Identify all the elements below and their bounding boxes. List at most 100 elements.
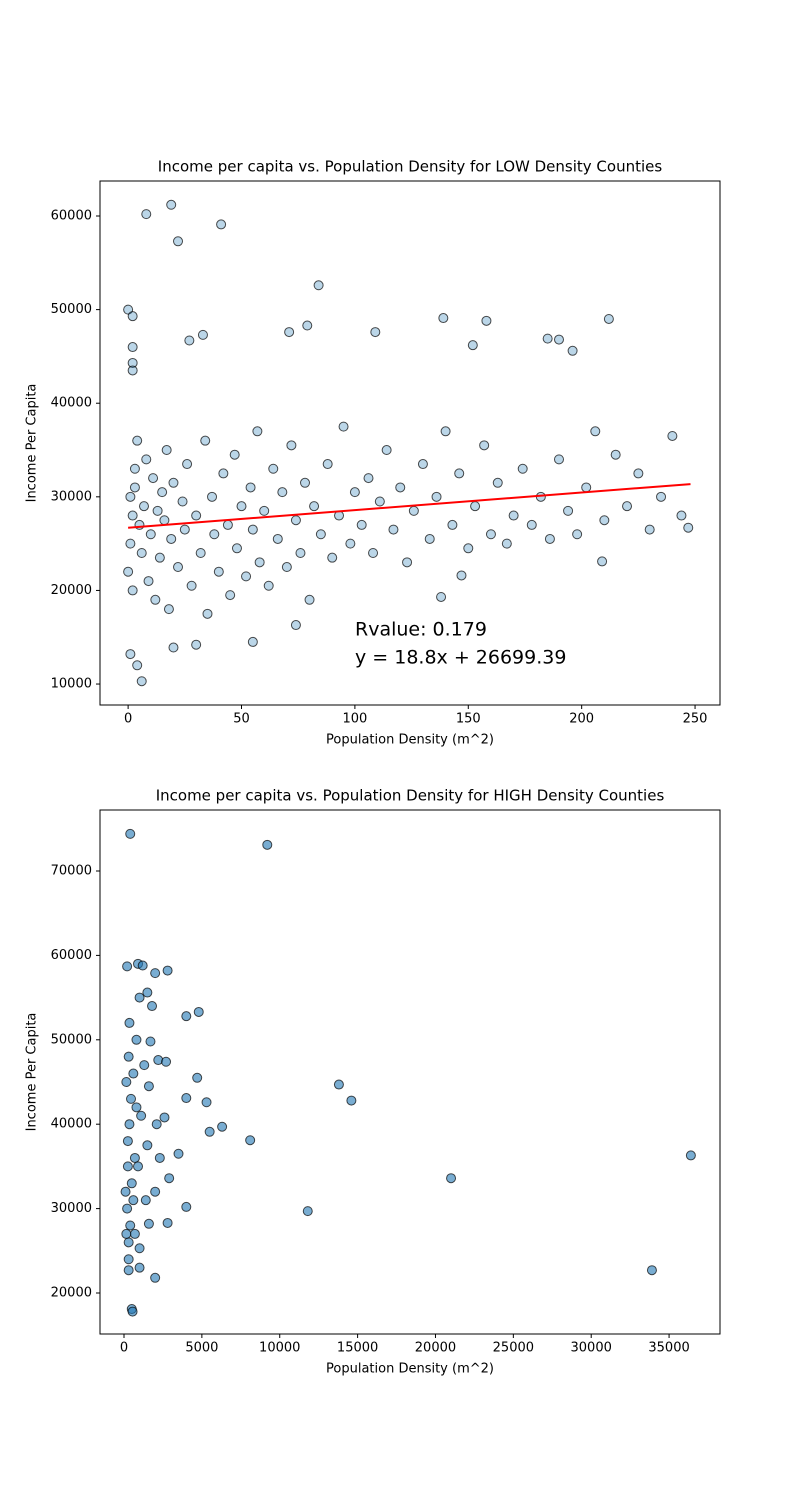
scatter-point <box>216 219 227 230</box>
x-tick-label: 0 <box>124 712 132 727</box>
scatter-point <box>202 608 213 619</box>
y-tick-label: 20000 <box>51 583 92 598</box>
y-tick-label: 60000 <box>51 948 92 963</box>
scatter-point <box>417 459 428 470</box>
x-tick-label: 100 <box>342 712 367 727</box>
scatter-point <box>356 519 367 530</box>
scatter-point <box>163 604 174 615</box>
scatter-point <box>179 524 190 535</box>
scatter-point <box>125 538 136 549</box>
y-axis-label: Income Per Capita <box>25 384 40 503</box>
scatter-point <box>218 468 229 479</box>
scatter-point <box>363 473 374 484</box>
scatter-point <box>481 315 492 326</box>
scatter-point <box>304 594 315 605</box>
scatter-point <box>368 547 379 558</box>
scatter-point <box>229 449 240 460</box>
scatter-point <box>381 445 392 456</box>
scatter-point <box>327 552 338 563</box>
scatter-point <box>181 1201 192 1212</box>
scatter-point <box>131 1034 142 1045</box>
scatter-point <box>277 487 288 498</box>
scatter-point <box>143 1081 154 1092</box>
scatter-point <box>268 463 279 474</box>
scatter-point <box>122 1136 133 1147</box>
plot-frame <box>99 809 721 1335</box>
scatter-point <box>191 639 202 650</box>
scatter-point <box>245 482 256 493</box>
scatter-point <box>173 1148 184 1159</box>
scatter-point <box>281 562 292 573</box>
x-axis-label: Population Density (m^2) <box>326 1362 494 1377</box>
scatter-point <box>127 585 138 596</box>
scatter-point <box>129 1228 140 1239</box>
scatter-point <box>136 547 147 558</box>
x-tick-label: 0 <box>120 1341 128 1356</box>
scatter-point <box>370 327 381 338</box>
scatter-point <box>148 473 159 484</box>
scatter-point <box>272 533 283 544</box>
y-tick-label: 60000 <box>51 209 92 224</box>
scatter-point <box>127 357 138 368</box>
scatter-point <box>254 557 265 568</box>
chart-title: Income per capita vs. Population Density… <box>156 787 665 805</box>
scatter-point <box>182 459 193 470</box>
scatter-point <box>141 209 152 220</box>
scatter-point <box>154 552 165 563</box>
scatter-point <box>159 1112 170 1123</box>
scatter-point <box>181 1011 192 1022</box>
scatter-point <box>567 345 578 356</box>
scatter-point <box>467 340 478 351</box>
scatter-point <box>374 496 385 507</box>
scatter-point <box>128 1195 139 1206</box>
scatter-point <box>346 1095 357 1106</box>
scatter-point <box>150 968 161 979</box>
scatter-point <box>508 510 519 521</box>
scatter-point <box>315 529 326 540</box>
scatter-point <box>143 576 154 587</box>
x-tick-label: 10000 <box>259 1341 300 1356</box>
scatter-point <box>127 365 138 376</box>
scatter-point <box>162 1217 173 1228</box>
scatter-point <box>137 960 148 971</box>
scatter-point <box>300 477 311 488</box>
scatter-point <box>177 496 188 507</box>
x-tick-label: 20000 <box>415 1341 456 1356</box>
scatter-point <box>168 477 179 488</box>
scatter-point <box>129 1152 140 1163</box>
scatter-point <box>388 524 399 535</box>
scatter-point <box>544 533 555 544</box>
scatter-point <box>127 311 138 322</box>
x-tick-label: 50 <box>233 712 250 727</box>
scatter-point <box>166 533 177 544</box>
y-tick-label: 30000 <box>51 489 92 504</box>
scatter-point <box>322 459 333 470</box>
scatter-point <box>141 454 152 465</box>
scatter-point <box>603 313 614 324</box>
scatter-point <box>581 482 592 493</box>
scatter-point <box>191 510 202 521</box>
scatter-point <box>485 529 496 540</box>
x-tick-label: 200 <box>569 712 594 727</box>
scatter-point <box>161 1056 172 1067</box>
y-tick-label: 40000 <box>51 1117 92 1132</box>
scatter-point <box>656 491 667 502</box>
scatter-point <box>129 463 140 474</box>
scatter-point <box>142 987 153 998</box>
scatter-point <box>517 463 528 474</box>
scatter-point <box>263 580 274 591</box>
scatter-point <box>134 1243 145 1254</box>
scatter-point <box>286 440 297 451</box>
scatter-point <box>168 642 179 653</box>
scatter-point <box>402 557 413 568</box>
plot-frame <box>99 180 721 706</box>
scatter-point <box>127 1306 138 1317</box>
scatter-point <box>644 524 655 535</box>
scatter-point <box>123 1237 134 1248</box>
scatter-point <box>124 1119 135 1130</box>
scatter-point <box>290 515 301 526</box>
scatter-point <box>313 280 324 291</box>
scatter-point <box>599 515 610 526</box>
scatter-point <box>200 435 211 446</box>
scatter-point <box>124 1017 135 1028</box>
